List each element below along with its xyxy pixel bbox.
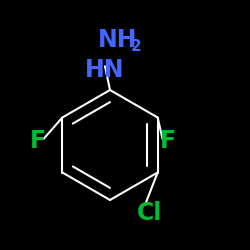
Text: F: F <box>30 129 46 153</box>
Text: Cl: Cl <box>137 200 163 224</box>
Text: 2: 2 <box>131 39 142 54</box>
Text: F: F <box>160 129 176 153</box>
Text: HN: HN <box>85 58 124 82</box>
Text: NH: NH <box>98 28 137 52</box>
